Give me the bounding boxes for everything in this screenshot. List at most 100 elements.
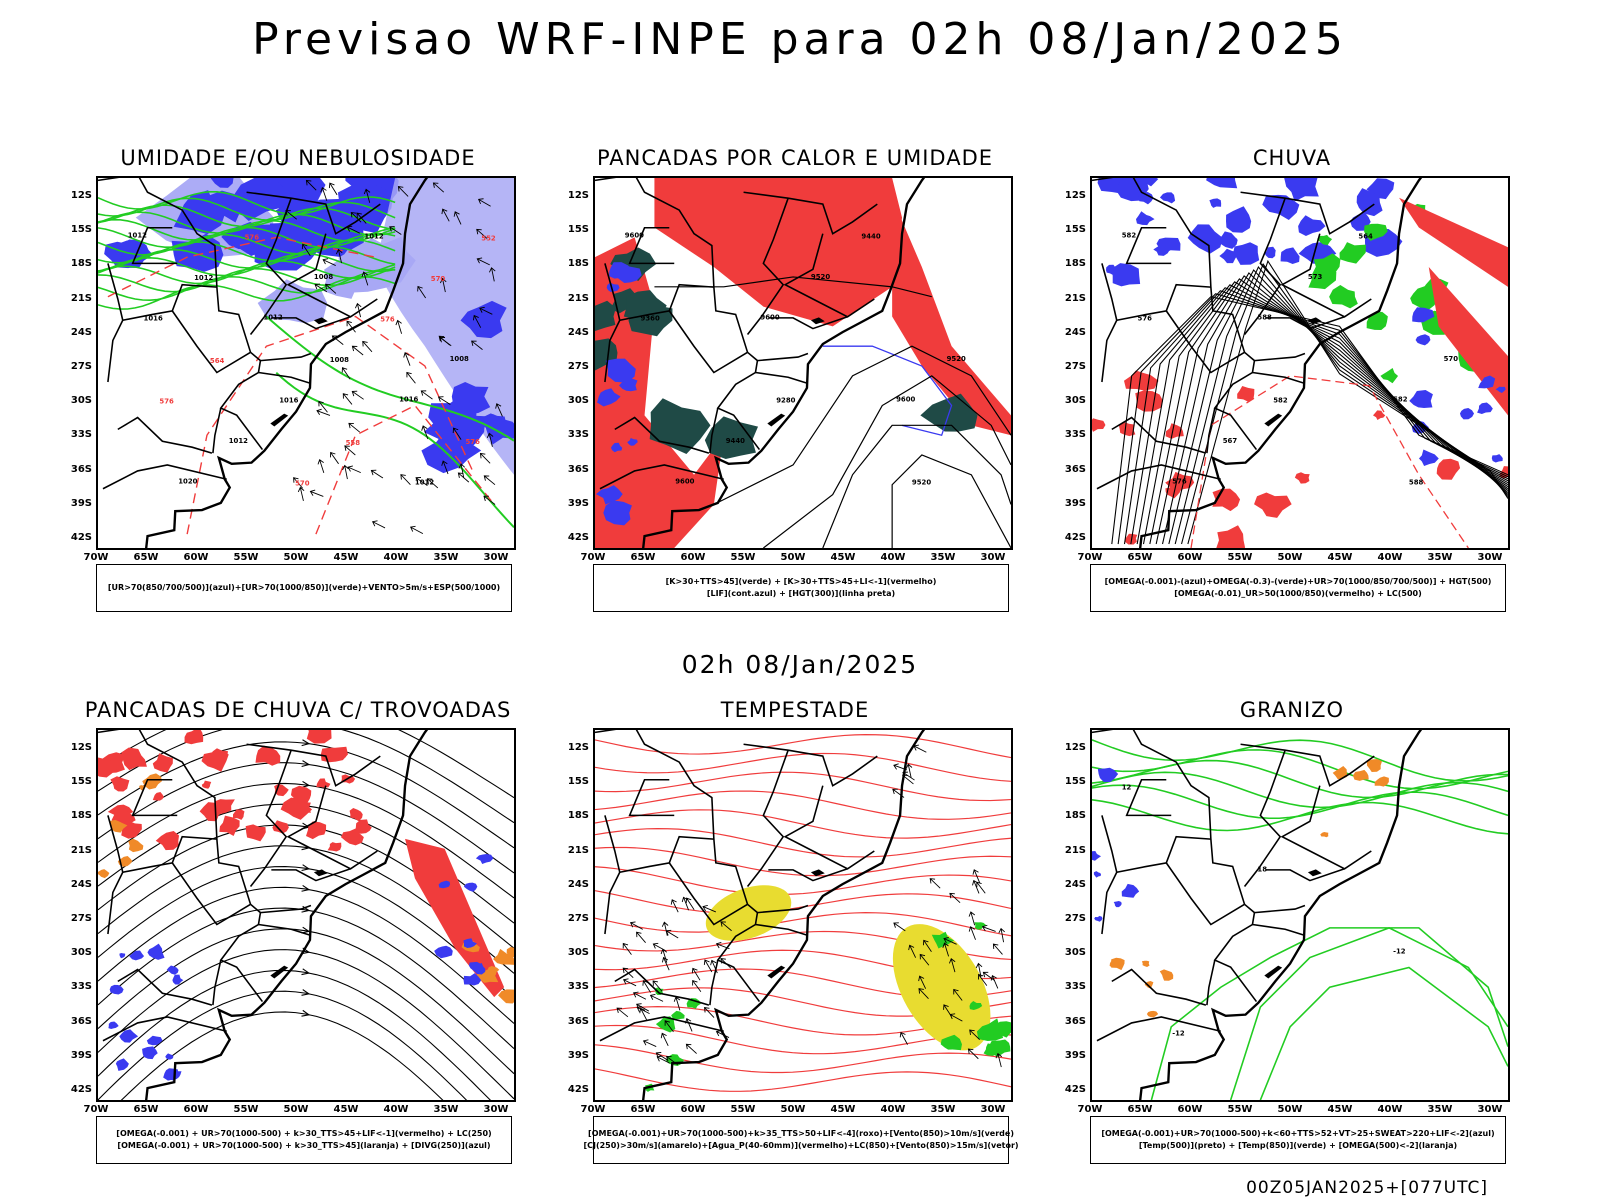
humidity-low-contour: [275, 371, 514, 529]
country-border: [1206, 959, 1216, 1006]
wind-vector: [476, 257, 490, 266]
contour-label: 576: [245, 233, 260, 241]
lat-tick-label: 24S: [567, 878, 589, 890]
convective-region: [704, 416, 759, 459]
wind-vector: [348, 422, 360, 433]
hail-blue: [1113, 900, 1122, 908]
hgt500-contour: [1155, 275, 1508, 545]
wind-vector: [441, 460, 449, 475]
lat-tick-label: 36S: [70, 1015, 92, 1027]
rain-region: [1092, 418, 1106, 432]
lon-tick-label: 45W: [830, 552, 856, 563]
streamline: [98, 928, 514, 1075]
contour-label: 552: [481, 234, 496, 242]
wind-vector: [406, 371, 416, 384]
lat-tick-label: 24S: [567, 326, 589, 338]
lat-tick-label: 18S: [567, 258, 589, 270]
lat-tick-label: 15S: [567, 224, 589, 236]
lon-tick-label: 35W: [930, 552, 956, 563]
wind-vector: [990, 974, 999, 989]
contour-label: 573: [1308, 273, 1323, 281]
thickness-contour: [107, 236, 376, 298]
country-border: [246, 743, 381, 787]
country-border: [1165, 862, 1245, 926]
omega-weak: [1224, 234, 1238, 243]
country-border: [1206, 407, 1216, 454]
country-border: [604, 815, 621, 935]
wind-vector: [943, 937, 957, 945]
lon-tick-label: 70W: [1077, 1104, 1103, 1115]
lon-tick-label: 30W: [483, 552, 509, 563]
country-border: [131, 778, 178, 817]
omega-weak: [1298, 215, 1326, 236]
country-border: [1101, 263, 1118, 383]
country-border: [98, 178, 252, 353]
divergence-blue: [438, 880, 451, 889]
wind-vector: [969, 1029, 981, 1040]
spacer: [362, 467, 392, 496]
temp850-contour: [1150, 927, 1508, 1100]
lat-tick-label: 39S: [70, 1049, 92, 1061]
streamline: [98, 990, 468, 1100]
coastline: [145, 178, 429, 548]
lon-tick-label: 40W: [880, 552, 906, 563]
contour-label: 570: [295, 480, 310, 488]
wind-vector: [472, 314, 482, 328]
thunder-region: [340, 828, 364, 846]
country-border: [107, 815, 124, 935]
contour-label: 582: [1393, 396, 1408, 404]
wind-vector: [642, 980, 651, 993]
contour-label: 1008: [450, 355, 469, 363]
wind-vector: [992, 943, 1003, 955]
contour-label: -12: [1393, 948, 1406, 956]
lif-contour: [610, 442, 623, 453]
streamline: [98, 741, 514, 849]
panel-2: PANCADAS POR CALOR E UMIDADE 12S 15S 18S 21S…: [555, 146, 1035, 636]
country-border: [628, 778, 675, 817]
convective-region: [649, 398, 711, 455]
country-border: [1092, 730, 1246, 905]
lat-tick-label: 18S: [70, 810, 92, 822]
divergence-blue: [463, 973, 482, 986]
lat-tick-label: 42S: [1064, 1084, 1086, 1095]
country-border: [286, 233, 378, 318]
contour-label: 18: [1257, 865, 1267, 873]
thunder-region: [280, 797, 313, 820]
lif-contour: [605, 358, 636, 383]
country-border: [599, 464, 724, 490]
humidity-high: [451, 381, 491, 415]
wind-vector: [458, 463, 466, 478]
lif-contour: [606, 282, 620, 292]
temp850-contour: [1092, 784, 1508, 820]
lon-tick-label: 60W: [1177, 552, 1203, 563]
lon-tick-label: 40W: [383, 552, 409, 563]
wind-vector: [432, 182, 445, 193]
rain-region: [1436, 458, 1461, 480]
rain-region: [1428, 267, 1508, 416]
country-border: [171, 310, 251, 374]
showers-orange: [109, 819, 128, 833]
country-border: [102, 464, 227, 490]
country-border: [1254, 904, 1306, 914]
country-border: [1125, 778, 1172, 817]
thunder-region: [405, 838, 505, 998]
panel-5: TEMPESTADE 12S 15S 18S 21S 24S 27S 30S 33S 36S 39S…: [555, 698, 1035, 1188]
lon-tick-label: 70W: [83, 1104, 109, 1115]
streamline: [98, 949, 514, 1100]
country-border: [614, 968, 710, 1006]
omega-weak: [1409, 390, 1433, 409]
wind-vector: [330, 451, 339, 465]
lagoa-dos-patos: [270, 413, 289, 427]
country-border: [258, 371, 311, 384]
wind850-strong: [983, 1043, 997, 1056]
wind850-strong: [990, 1021, 1011, 1038]
hail-blue: [1092, 850, 1102, 861]
lat-tick-label: 15S: [567, 776, 589, 788]
country-border: [249, 749, 292, 887]
omega-strong: [1385, 370, 1398, 381]
country-border: [286, 785, 378, 870]
streamline-arrow: [301, 926, 311, 934]
divergence-blue: [146, 1035, 163, 1046]
omega-orange: [1332, 766, 1348, 780]
thunder-region: [320, 746, 348, 763]
